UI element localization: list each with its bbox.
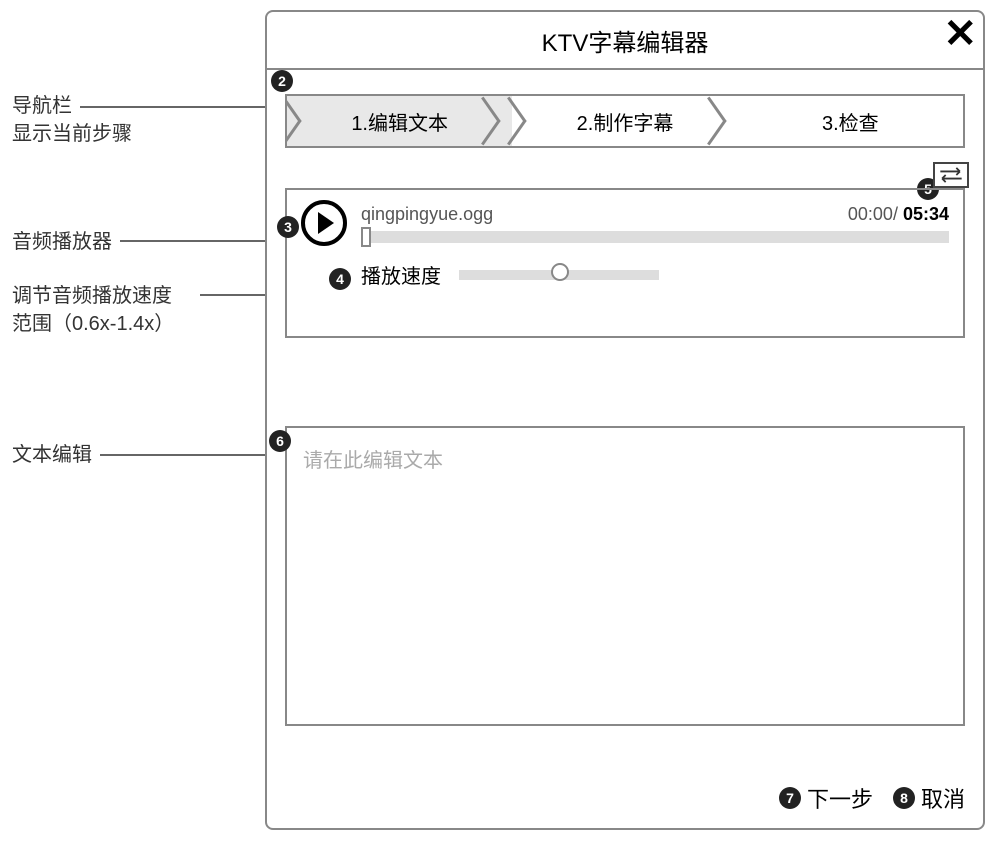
speed-slider[interactable] bbox=[459, 270, 659, 280]
cancel-button[interactable]: 8 取消 bbox=[893, 782, 965, 814]
total-time: 05:34 bbox=[903, 204, 949, 224]
play-button[interactable] bbox=[301, 200, 347, 246]
callout-editor: 文本编辑 bbox=[12, 441, 92, 469]
audio-filename: qingpingyue.ogg bbox=[361, 204, 493, 225]
dialog-footer: 7 下一步 8 取消 bbox=[779, 782, 965, 814]
step-2[interactable]: 2.制作字幕 bbox=[512, 96, 737, 146]
step-2-label: 2.制作字幕 bbox=[577, 107, 674, 136]
progress-slider[interactable] bbox=[361, 231, 949, 243]
callout-nav-line1: 导航栏 bbox=[12, 95, 72, 117]
progress-handle[interactable] bbox=[361, 227, 371, 247]
callout-nav: 导航栏 显示当前步骤 bbox=[12, 92, 132, 148]
titlebar: KTV字幕编辑器 ✕ bbox=[267, 12, 983, 70]
speed-thumb[interactable] bbox=[551, 263, 569, 281]
audio-player: 3 qingpingyue.ogg 00:00/ 05:34 bbox=[285, 188, 965, 338]
badge-7: 7 bbox=[779, 787, 801, 809]
next-button[interactable]: 7 下一步 bbox=[779, 782, 873, 814]
callout-editor-line bbox=[100, 454, 280, 456]
current-time: 00:00 bbox=[848, 204, 893, 224]
cancel-button-label: 取消 bbox=[921, 782, 965, 814]
speed-label: 播放速度 bbox=[361, 260, 441, 289]
step-3-label: 3.检查 bbox=[822, 107, 879, 136]
badge-2: 2 bbox=[271, 70, 293, 92]
callout-player: 音频播放器 bbox=[12, 228, 112, 256]
chevron-icon bbox=[299, 96, 327, 146]
chevron-icon bbox=[524, 96, 552, 146]
callout-nav-line2: 显示当前步骤 bbox=[12, 123, 132, 145]
badge-6: 6 bbox=[269, 430, 291, 452]
file-time-row: qingpingyue.ogg 00:00/ 05:34 bbox=[361, 204, 949, 225]
speed-row: 播放速度 bbox=[361, 260, 949, 289]
dialog-content: 2 1.编辑文本 2.制作字幕 3.检查 5 bbox=[267, 70, 983, 828]
badge-4: 4 bbox=[329, 268, 351, 290]
badge-8: 8 bbox=[893, 787, 915, 809]
step-navigator: 1.编辑文本 2.制作字幕 3.检查 bbox=[285, 94, 965, 148]
time-display: 00:00/ 05:34 bbox=[848, 204, 949, 225]
step-1[interactable]: 1.编辑文本 bbox=[287, 96, 512, 146]
file-and-progress: qingpingyue.ogg 00:00/ 05:34 bbox=[361, 204, 949, 243]
badge-3: 3 bbox=[277, 216, 299, 238]
text-editor[interactable]: 请在此编辑文本 bbox=[285, 426, 965, 726]
chevron-icon bbox=[724, 96, 752, 146]
step-1-label: 1.编辑文本 bbox=[351, 107, 448, 136]
player-main-row: qingpingyue.ogg 00:00/ 05:34 bbox=[301, 200, 949, 246]
dialog-title: KTV字幕编辑器 bbox=[542, 23, 709, 58]
close-icon[interactable]: ✕ bbox=[943, 14, 977, 54]
play-icon bbox=[318, 212, 334, 234]
time-sep: / bbox=[893, 204, 903, 224]
step-3[interactable]: 3.检查 bbox=[738, 96, 963, 146]
callout-speed: 调节音频播放速度 范围（0.6x-1.4x） bbox=[12, 282, 174, 338]
loop-icon[interactable] bbox=[933, 162, 969, 188]
next-button-label: 下一步 bbox=[807, 782, 873, 814]
ktv-editor-dialog: KTV字幕编辑器 ✕ 2 1.编辑文本 2.制作字幕 3.检查 5 bbox=[265, 10, 985, 830]
callout-nav-line bbox=[80, 106, 266, 108]
editor-placeholder: 请在此编辑文本 bbox=[303, 450, 443, 472]
callout-player-line bbox=[120, 240, 280, 242]
